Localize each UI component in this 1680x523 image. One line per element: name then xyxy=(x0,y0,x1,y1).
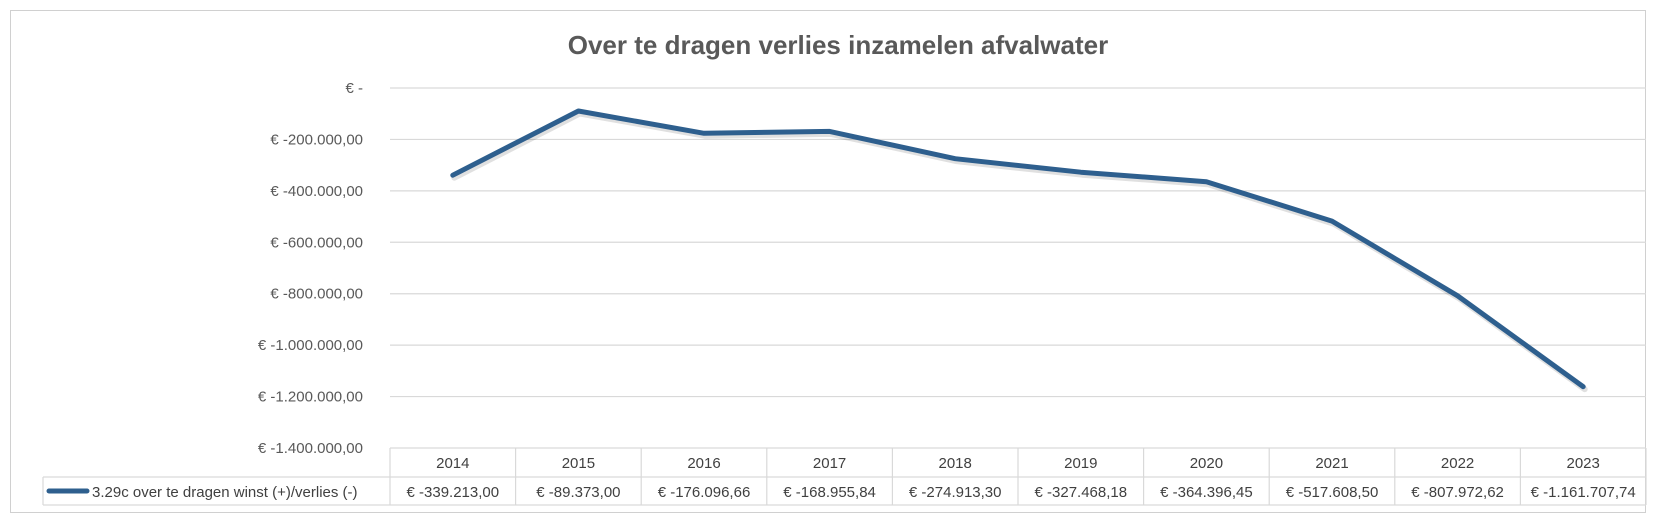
x-tick-label: 2017 xyxy=(813,455,846,472)
x-tick-label: 2020 xyxy=(1190,455,1223,472)
table-value-cell: € -89.373,00 xyxy=(536,484,620,501)
chart-title: Over te dragen verlies inzamelen afvalwa… xyxy=(568,30,1108,60)
chart-frame xyxy=(10,10,1646,513)
y-tick-label: € -400.000,00 xyxy=(270,183,363,200)
table-value-cell: € -364.396,45 xyxy=(1160,484,1253,501)
x-tick-label: 2023 xyxy=(1567,455,1600,472)
x-tick-label: 2015 xyxy=(562,455,595,472)
table-value-cell: € -1.161.707,74 xyxy=(1531,484,1636,501)
y-tick-label: € - xyxy=(345,80,363,97)
y-tick-label: € -1.200.000,00 xyxy=(258,389,363,406)
table-value-cell: € -339.213,00 xyxy=(407,484,500,501)
x-tick-label: 2021 xyxy=(1315,455,1348,472)
table-value-cell: € -168.955,84 xyxy=(783,484,876,501)
y-tick-label: € -1.000.000,00 xyxy=(258,337,363,354)
x-tick-label: 2014 xyxy=(436,455,469,472)
series-line-shadow xyxy=(451,110,1588,393)
gridlines xyxy=(390,87,1646,398)
x-tick-label: 2018 xyxy=(939,455,972,472)
series-line-layer xyxy=(450,108,1588,393)
series-line xyxy=(450,108,1586,390)
x-tick-label: 2019 xyxy=(1064,455,1097,472)
table-value-cell: € -327.468,18 xyxy=(1035,484,1128,501)
x-tick-label: 2016 xyxy=(687,455,720,472)
data-table: 2014 2015 2016 2017 2018 2019 2020 2021 2022 2023… xyxy=(42,447,1647,506)
y-tick-label: € -1.400.000,00 xyxy=(258,440,363,457)
y-tick-label: € -200.000,00 xyxy=(270,131,363,148)
y-tick-label: € -600.000,00 xyxy=(270,234,363,251)
table-value-cell: € -807.972,62 xyxy=(1411,484,1504,501)
y-tick-label: € -800.000,00 xyxy=(270,286,363,303)
table-value-cell: € -517.608,50 xyxy=(1286,484,1379,501)
legend-series-name: 3.29c over te dragen winst (+)/verlies (… xyxy=(92,484,358,501)
table-value-cell: € -274.913,30 xyxy=(909,484,1002,501)
table-value-cell: € -176.096,66 xyxy=(658,484,751,501)
y-axis-tick-labels: € - € -200.000,00 € -400.000,00 € -600.000,… xyxy=(258,80,363,457)
x-tick-label: 2022 xyxy=(1441,455,1474,472)
